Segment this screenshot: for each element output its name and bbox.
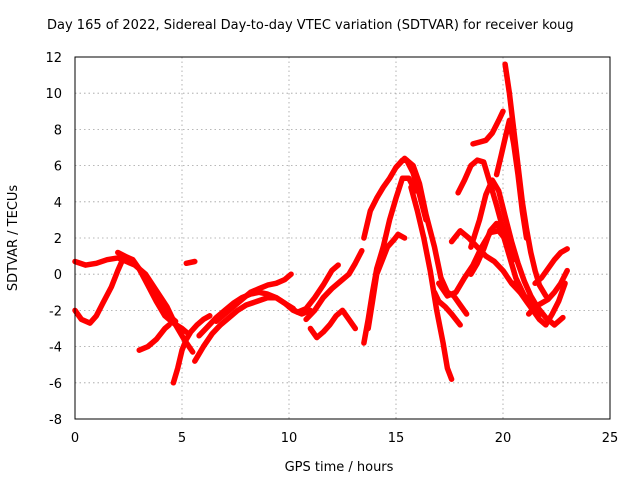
x-tick-label: 25 bbox=[602, 431, 619, 446]
data-series-s4 bbox=[136, 322, 172, 353]
x-tick-label: 5 bbox=[178, 431, 186, 446]
data-series-s11 bbox=[303, 247, 365, 323]
x-tick-label: 15 bbox=[388, 431, 405, 446]
plot-frame bbox=[74, 56, 611, 420]
data-series-s1 bbox=[72, 255, 196, 355]
y-tick-label: -2 bbox=[49, 304, 62, 319]
data-series-s28 bbox=[532, 246, 570, 287]
data-series-s15 bbox=[365, 231, 408, 332]
y-axis-label: SDTVAR / TECUs bbox=[6, 185, 21, 292]
y-tick-label: -6 bbox=[49, 377, 62, 392]
y-tick-label: 4 bbox=[54, 196, 62, 211]
chart-title: Day 165 of 2022, Sidereal Day-to-day VTE… bbox=[47, 18, 574, 33]
tick-labels: 0 5 10 15 20 25 -8 -6 -4 -2 0 2 4 6 8 10 12 bbox=[45, 51, 618, 446]
y-tick-label: 12 bbox=[45, 51, 62, 66]
y-tick-label: 2 bbox=[54, 232, 62, 247]
data-series-s24 bbox=[470, 108, 506, 147]
data-series-s6 bbox=[183, 258, 198, 267]
data-series-s27 bbox=[510, 280, 568, 328]
y-tick-label: 10 bbox=[45, 87, 62, 102]
data-series-s10 bbox=[286, 262, 341, 315]
data-traces bbox=[72, 61, 570, 386]
data-series-s21 bbox=[455, 157, 513, 256]
data-series-s3 bbox=[115, 249, 190, 335]
data-series-s12 bbox=[307, 307, 359, 341]
y-tick-label: 8 bbox=[54, 123, 62, 138]
y-tick-label: -8 bbox=[49, 413, 62, 428]
data-series-s23 bbox=[468, 177, 566, 328]
data-series-s29 bbox=[525, 267, 570, 317]
data-series-s9 bbox=[213, 271, 294, 325]
y-tick-label: 6 bbox=[54, 160, 62, 175]
data-series-s18 bbox=[431, 289, 463, 328]
x-tick-label: 10 bbox=[281, 431, 298, 446]
x-tick-label: 20 bbox=[495, 431, 512, 446]
x-axis-label: GPS time / hours bbox=[285, 460, 394, 475]
data-series-s5 bbox=[170, 313, 213, 386]
data-series-s16 bbox=[393, 155, 470, 317]
x-tick-label: 0 bbox=[71, 431, 79, 446]
y-tick-label: -4 bbox=[49, 341, 62, 356]
y-tick-label: 0 bbox=[54, 268, 62, 283]
